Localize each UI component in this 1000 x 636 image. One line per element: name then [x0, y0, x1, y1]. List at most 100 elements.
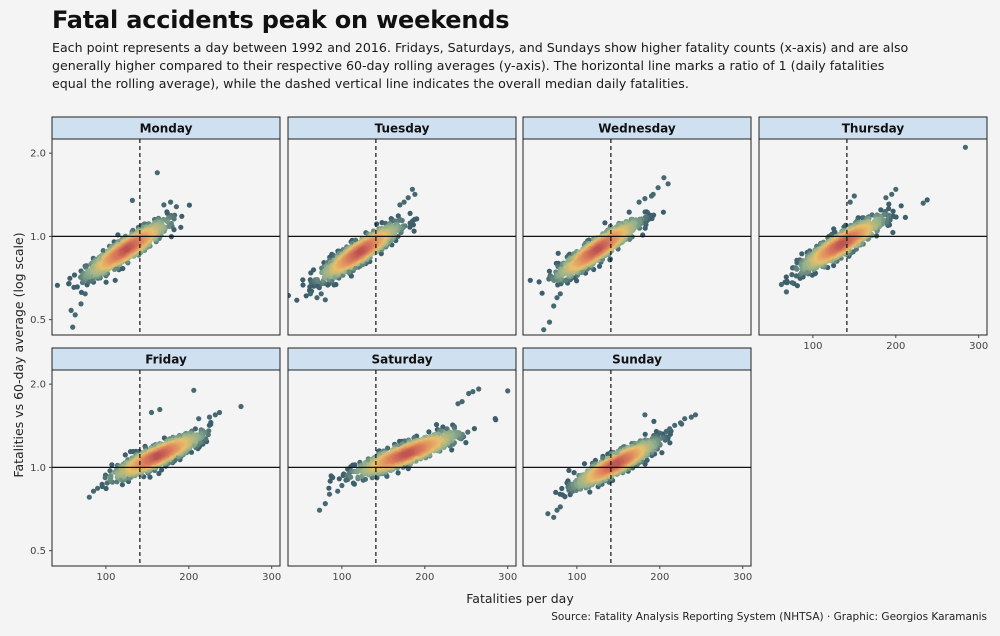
data-point [206, 422, 212, 428]
data-point [878, 207, 884, 213]
data-point [642, 220, 648, 226]
data-point [307, 284, 313, 290]
data-point [784, 278, 790, 284]
chart-subtitle: Each point represents a day between 1992… [52, 40, 909, 91]
data-point [123, 246, 130, 252]
panel-frame [51, 369, 281, 567]
data-point [463, 440, 469, 446]
x-tick-label: 100 [96, 572, 115, 583]
data-point [595, 246, 601, 252]
data-point [890, 229, 896, 236]
plot-area-tuesday [288, 186, 420, 303]
data-point [330, 474, 336, 481]
outlier-point [95, 485, 101, 491]
data-point [326, 485, 332, 491]
panel-tuesday: Tuesday [287, 116, 517, 336]
outlier-point [212, 412, 218, 418]
outlier-point [778, 281, 785, 288]
outlier-point [883, 195, 889, 201]
outlier-point [216, 409, 223, 416]
strip-label-thursday: Thursday [842, 122, 905, 136]
data-point [147, 474, 153, 480]
data-point [471, 426, 477, 432]
outlier-point [893, 186, 899, 192]
data-point [99, 481, 105, 487]
strip-label-monday: Monday [140, 122, 193, 136]
data-point [350, 480, 356, 486]
outlier-point [129, 197, 135, 203]
data-point [536, 279, 542, 285]
outlier-point [397, 202, 403, 208]
data-point [886, 206, 892, 212]
data-point [107, 468, 113, 474]
outlier-point [148, 409, 155, 416]
outlier-point [648, 193, 655, 199]
outlier-point [783, 289, 790, 295]
data-point [898, 203, 904, 209]
outlier-point [168, 199, 174, 205]
data-point [355, 474, 361, 480]
data-point [311, 283, 317, 289]
data-point [308, 270, 314, 276]
data-point [288, 292, 291, 299]
y-tick-label: 1.0 [30, 232, 46, 243]
data-point [660, 209, 667, 215]
data-point [551, 277, 557, 283]
outlier-point [405, 195, 411, 201]
data-point [154, 453, 160, 459]
data-point [839, 240, 845, 246]
outlier-point [161, 202, 167, 208]
data-point [407, 220, 413, 226]
outlier-point [307, 291, 313, 297]
chart-title: Fatal accidents peak on weekends [52, 6, 510, 34]
data-point [294, 297, 300, 303]
data-point [188, 449, 195, 455]
strip-label-friday: Friday [145, 353, 187, 367]
data-point [357, 249, 363, 255]
data-point [651, 212, 657, 218]
data-point [385, 445, 391, 451]
data-point [433, 422, 440, 428]
outlier-point [920, 200, 926, 206]
outlier-point [636, 199, 642, 205]
y-tick-label: 2.0 [30, 380, 46, 391]
data-point [66, 280, 72, 287]
data-point [789, 272, 795, 278]
data-point [156, 470, 162, 477]
outlier-point [173, 204, 179, 210]
data-point [71, 272, 78, 278]
data-point [100, 248, 106, 254]
outlier-point [238, 403, 244, 410]
data-point [314, 277, 320, 283]
data-point [352, 462, 358, 468]
outlier-point [793, 273, 799, 279]
panel-frame [51, 138, 281, 336]
outlier-point [318, 291, 324, 297]
data-point [555, 250, 561, 256]
outlier-point [889, 191, 895, 197]
data-point [336, 476, 342, 482]
data-point [74, 284, 80, 290]
data-point [884, 217, 890, 223]
x-tick-label: 200 [179, 572, 198, 583]
data-point [642, 209, 648, 215]
data-point [451, 425, 458, 431]
data-point [440, 424, 446, 430]
data-point [348, 474, 354, 480]
data-point [186, 202, 192, 208]
outlier-point [412, 191, 418, 197]
outlier-point [322, 297, 328, 303]
x-tick-label: 300 [262, 572, 281, 583]
data-point [159, 467, 165, 473]
data-point [831, 262, 837, 269]
plot-area-wednesday [527, 175, 671, 333]
outlier-point [82, 291, 88, 297]
outlier-point [554, 295, 560, 301]
panel-frame [758, 138, 988, 336]
data-point [300, 277, 306, 283]
outlier-point [196, 416, 202, 422]
data-point [378, 251, 384, 257]
